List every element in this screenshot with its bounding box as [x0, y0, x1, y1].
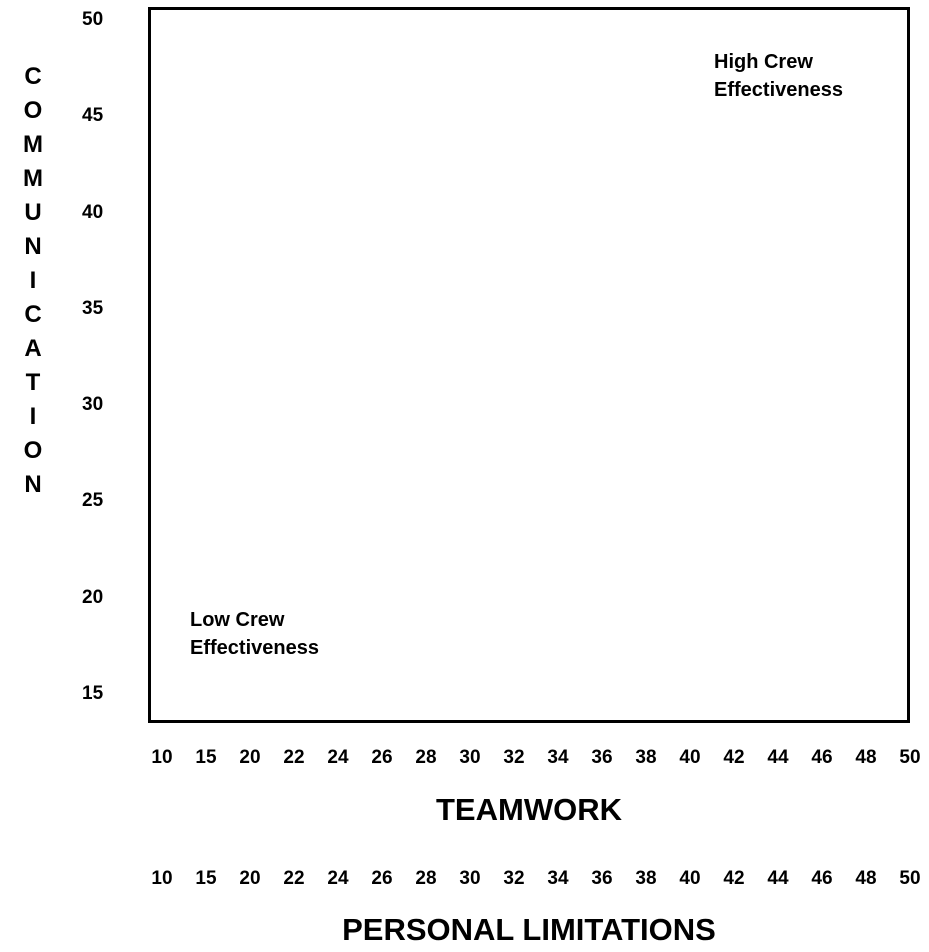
x-tick-label: 34 — [547, 747, 569, 768]
y-axis-label-letter: M — [23, 165, 43, 192]
y-tick-label: 25 — [82, 490, 104, 512]
y-tick-label: 20 — [82, 586, 104, 608]
x-tick-label: 32 — [503, 747, 525, 768]
x-tick-label: 30 — [459, 747, 481, 768]
x-tick-label: 42 — [723, 868, 745, 889]
y-axis-label-letter: I — [29, 267, 37, 294]
x-tick-label: 15 — [195, 747, 217, 768]
annotation-low-crew-effectiveness: Low Crew Effectiveness — [190, 606, 319, 662]
plot-area — [148, 7, 910, 723]
y-tick-label: 40 — [82, 201, 104, 223]
y-axis-label-letter: M — [23, 131, 43, 158]
x-tick-label: 10 — [151, 747, 173, 768]
x-tick-label: 34 — [547, 868, 569, 889]
y-axis-label-letter: U — [24, 199, 42, 226]
x-tick-label: 20 — [239, 868, 261, 889]
x-tick-label: 50 — [899, 868, 921, 889]
x-axis-title-personal-limitations: PERSONAL LIMITATIONS — [342, 912, 716, 947]
y-tick-label: 50 — [82, 9, 104, 30]
x-tick-label: 46 — [811, 868, 833, 889]
y-axis-label-letter: I — [29, 403, 37, 430]
y-axis-label-letter: A — [24, 335, 42, 362]
x-tick-label: 20 — [239, 747, 261, 768]
x-tick-label: 28 — [415, 868, 437, 889]
y-axis-label-letter: O — [23, 97, 43, 124]
x-tick-label: 26 — [371, 868, 393, 889]
x-tick-label: 32 — [503, 868, 525, 889]
x-tick-label: 46 — [811, 747, 833, 768]
y-axis-label-letter: O — [23, 437, 43, 464]
x-tick-label: 24 — [327, 747, 349, 768]
x-tick-label: 30 — [459, 868, 481, 889]
annotation-high-line-2: Effectiveness — [714, 79, 843, 101]
x-tick-label: 40 — [679, 868, 701, 889]
annotation-low-line-2: Effectiveness — [190, 637, 319, 659]
x-tick-label: 22 — [283, 747, 305, 768]
y-axis-label-letter: C — [24, 63, 42, 90]
x-tick-label: 36 — [591, 747, 613, 768]
x-tick-label: 50 — [899, 747, 921, 768]
x-tick-label: 44 — [767, 868, 789, 889]
annotation-high-crew-effectiveness: High Crew Effectiveness — [714, 48, 843, 104]
x-tick-label: 38 — [635, 868, 657, 889]
y-tick-label: 15 — [82, 683, 104, 704]
y-axis-label-letter: N — [24, 233, 42, 260]
x-tick-label: 48 — [855, 868, 877, 889]
x-tick-label: 10 — [151, 868, 173, 889]
x-tick-label: 48 — [855, 747, 877, 768]
x-tick-label: 28 — [415, 747, 437, 768]
x-tick-label: 24 — [327, 868, 349, 889]
annotation-high-line-1: High Crew — [714, 51, 813, 73]
y-axis-label-letter: N — [24, 471, 42, 498]
x-tick-label: 26 — [371, 747, 393, 768]
y-axis-label-letter: T — [25, 369, 41, 396]
y-axis-label-letter: C — [24, 301, 42, 328]
x-tick-label: 22 — [283, 868, 305, 889]
x-tick-label: 36 — [591, 868, 613, 889]
x-tick-label: 42 — [723, 747, 745, 768]
annotation-low-line-1: Low Crew — [190, 609, 285, 631]
x-tick-label: 38 — [635, 747, 657, 768]
x-axis-title-teamwork: TEAMWORK — [436, 792, 622, 827]
y-tick-label: 45 — [82, 105, 104, 127]
x-tick-label: 15 — [195, 868, 217, 889]
x-tick-label: 40 — [679, 747, 701, 768]
y-tick-label: 30 — [82, 394, 104, 416]
y-tick-label: 35 — [82, 297, 104, 319]
x-tick-label: 44 — [767, 747, 789, 768]
